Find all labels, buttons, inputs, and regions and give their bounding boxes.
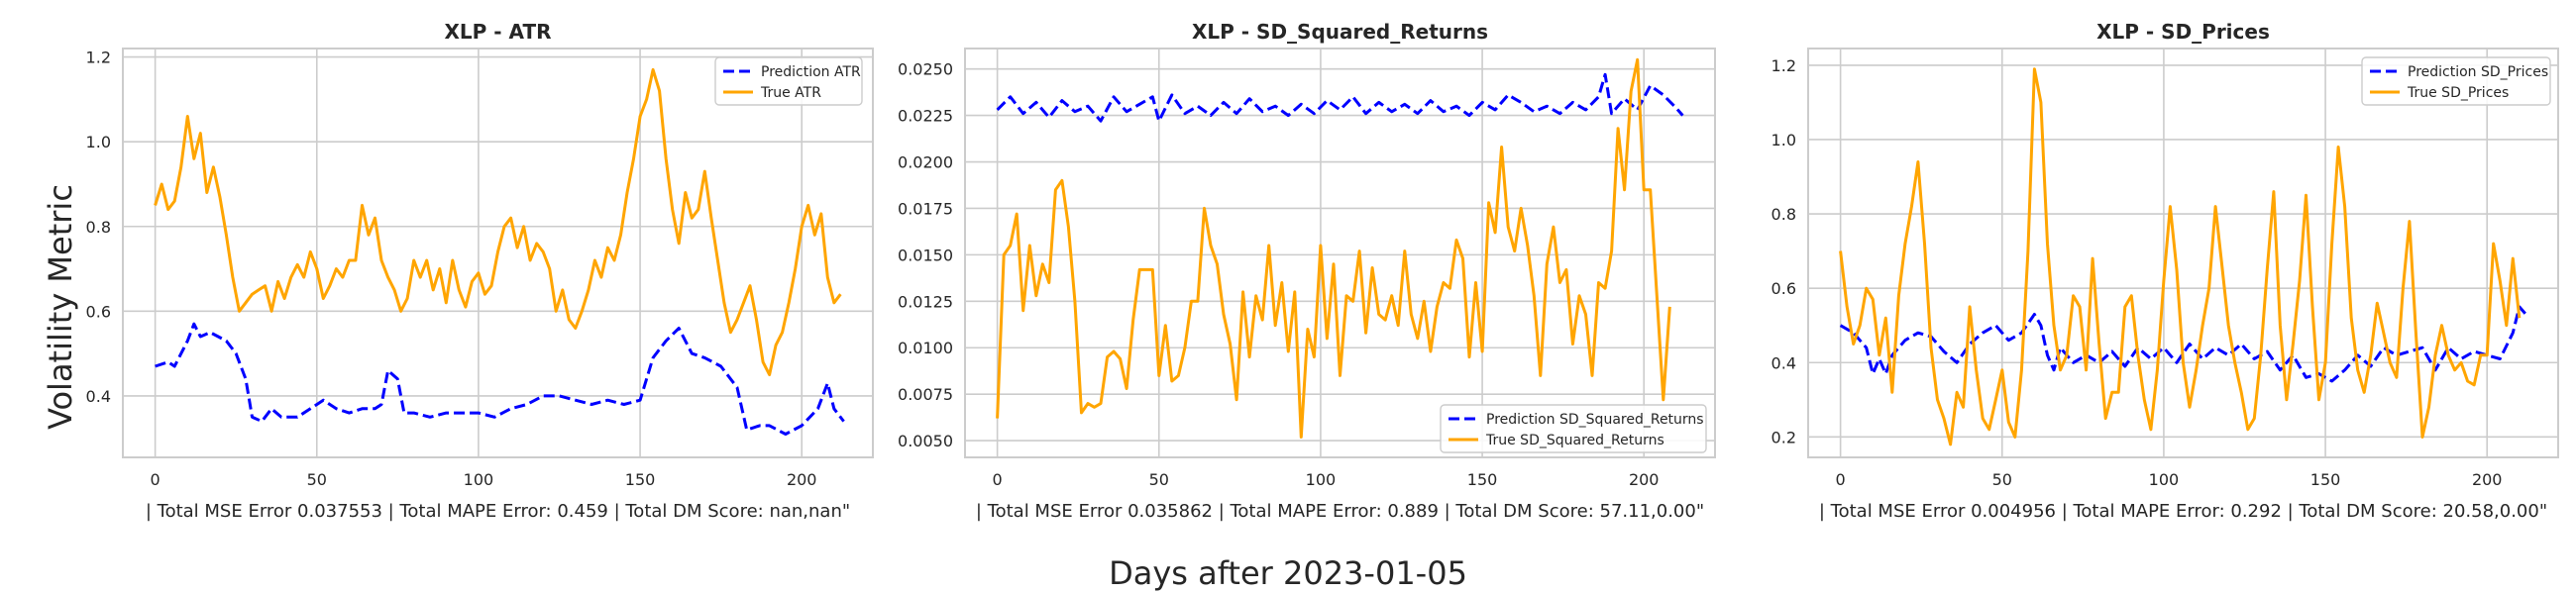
legend-label: True SD_Prices [2407,85,2509,101]
legend-box [2361,56,2551,106]
y-tick-label: 0.6 [86,302,111,321]
axes-frame [964,48,1716,458]
y-tick-label: 0.0225 [898,107,953,126]
legend-label: True SD_Squared_Returns [1485,433,1664,448]
chart-panel: 0 50 100 150 200 0.0050 0.0075 0.0100 0.0125 0.01… [898,20,1716,522]
legend-label: Prediction SD_Squared_Returns [1486,412,1704,428]
series-line [996,57,1671,439]
y-tick-label: 0.0175 [898,199,953,218]
x-tick-label: 50 [1992,470,2012,489]
y-tick-label: 1.0 [1771,131,1796,149]
series-line [154,67,842,376]
x-tick-label: 0 [993,470,1003,489]
x-tick-label: 0 [1836,470,1846,489]
figure-xlabel: Days after 2023-01-05 [1109,554,1467,592]
y-tick-label: 1.2 [1771,56,1796,75]
x-tick-label: 200 [1629,470,1660,489]
x-tick-label: 50 [307,470,327,489]
y-tick-label: 0.2 [1771,428,1796,446]
x-axis-label: | Total MSE Error 0.037553 | Total MAPE … [146,501,850,522]
x-tick-label: 50 [1149,470,1169,489]
y-tick-label: 0.6 [1771,279,1796,298]
y-tick-label: 0.0075 [898,385,953,404]
y-tick-label: 0.0100 [898,339,953,357]
chart-title: XLP - ATR [444,20,551,44]
x-tick-label: 200 [787,470,817,489]
chart-panel: 0 50 100 150 200 0.2 0.4 0.6 0.8 1.0 1.2 XLP - SD_P… [1771,20,2559,522]
x-tick-label: 100 [2149,470,2180,489]
legend-label: Prediction SD_Prices [2408,64,2548,80]
y-tick-label: 1.0 [86,133,111,151]
x-tick-label: 200 [2472,470,2503,489]
chart-title: XLP - SD_Prices [2096,20,2270,44]
x-axis-label: | Total MSE Error 0.035862 | Total MAPE … [976,501,1704,522]
axes-background [965,49,1715,457]
y-tick-label: 0.0150 [898,246,953,264]
series-line [1839,67,2522,446]
chart-panel: 0 50 100 150 200 0.4 0.6 0.8 1.0 1.2 XLP - ATR | To… [86,20,874,522]
x-axis-label: | Total MSE Error 0.004956 | Total MAPE … [1819,501,2547,522]
y-tick-label: 0.8 [1771,205,1796,224]
legend: Prediction ATR True ATR [714,56,863,106]
y-tick-label: 1.2 [86,49,111,67]
axes-background [1808,49,2558,457]
x-tick-label: 150 [2310,470,2341,489]
y-tick-label: 0.8 [86,218,111,237]
legend: Prediction SD_Squared_Returns True SD_Squ… [1440,404,1707,453]
legend: Prediction SD_Prices True SD_Prices [2361,56,2551,106]
legend-label: True ATR [760,85,821,101]
charts-layer: 0 50 100 150 200 0.4 0.6 0.8 1.0 1.2 XLP - ATR | To… [86,20,2559,522]
chart-title: XLP - SD_Squared_Returns [1192,20,1488,44]
series-line [1839,305,2527,383]
axes-frame [122,48,874,458]
y-tick-label: 0.0250 [898,60,953,79]
x-tick-label: 150 [1467,470,1498,489]
x-tick-label: 150 [625,470,656,489]
y-tick-label: 0.0125 [898,292,953,311]
y-tick-label: 0.4 [86,387,111,406]
x-tick-label: 100 [1306,470,1337,489]
figure-ylabel: Volatility Metric [42,184,79,430]
series-line [155,322,845,436]
y-tick-label: 0.0200 [898,153,953,172]
legend-box [1440,404,1707,453]
axes-frame [1807,48,2559,458]
y-tick-label: 0.4 [1771,353,1796,372]
series-line [996,72,1684,123]
legend-label: Prediction ATR [761,64,861,80]
y-tick-label: 0.0050 [898,432,953,450]
x-tick-label: 0 [151,470,161,489]
x-tick-label: 100 [464,470,494,489]
